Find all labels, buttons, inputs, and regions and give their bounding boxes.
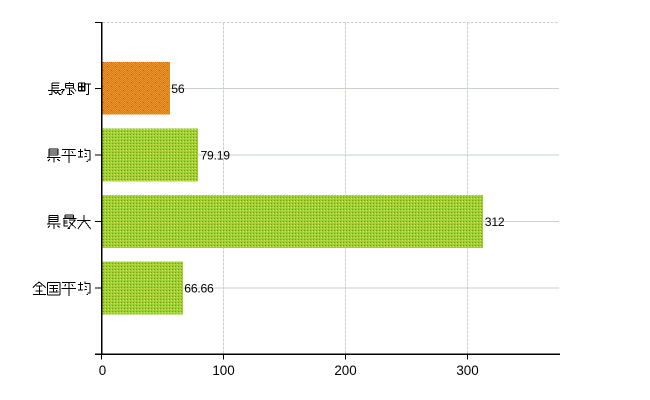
svg-text:300: 300 bbox=[456, 363, 478, 378]
svg-text:200: 200 bbox=[334, 363, 356, 378]
svg-text:56: 56 bbox=[171, 82, 185, 96]
svg-text:0: 0 bbox=[99, 363, 106, 378]
svg-text:312: 312 bbox=[485, 215, 505, 229]
svg-text:100: 100 bbox=[212, 363, 234, 378]
svg-text:79.19: 79.19 bbox=[201, 149, 231, 163]
svg-text:66.66: 66.66 bbox=[184, 282, 214, 296]
